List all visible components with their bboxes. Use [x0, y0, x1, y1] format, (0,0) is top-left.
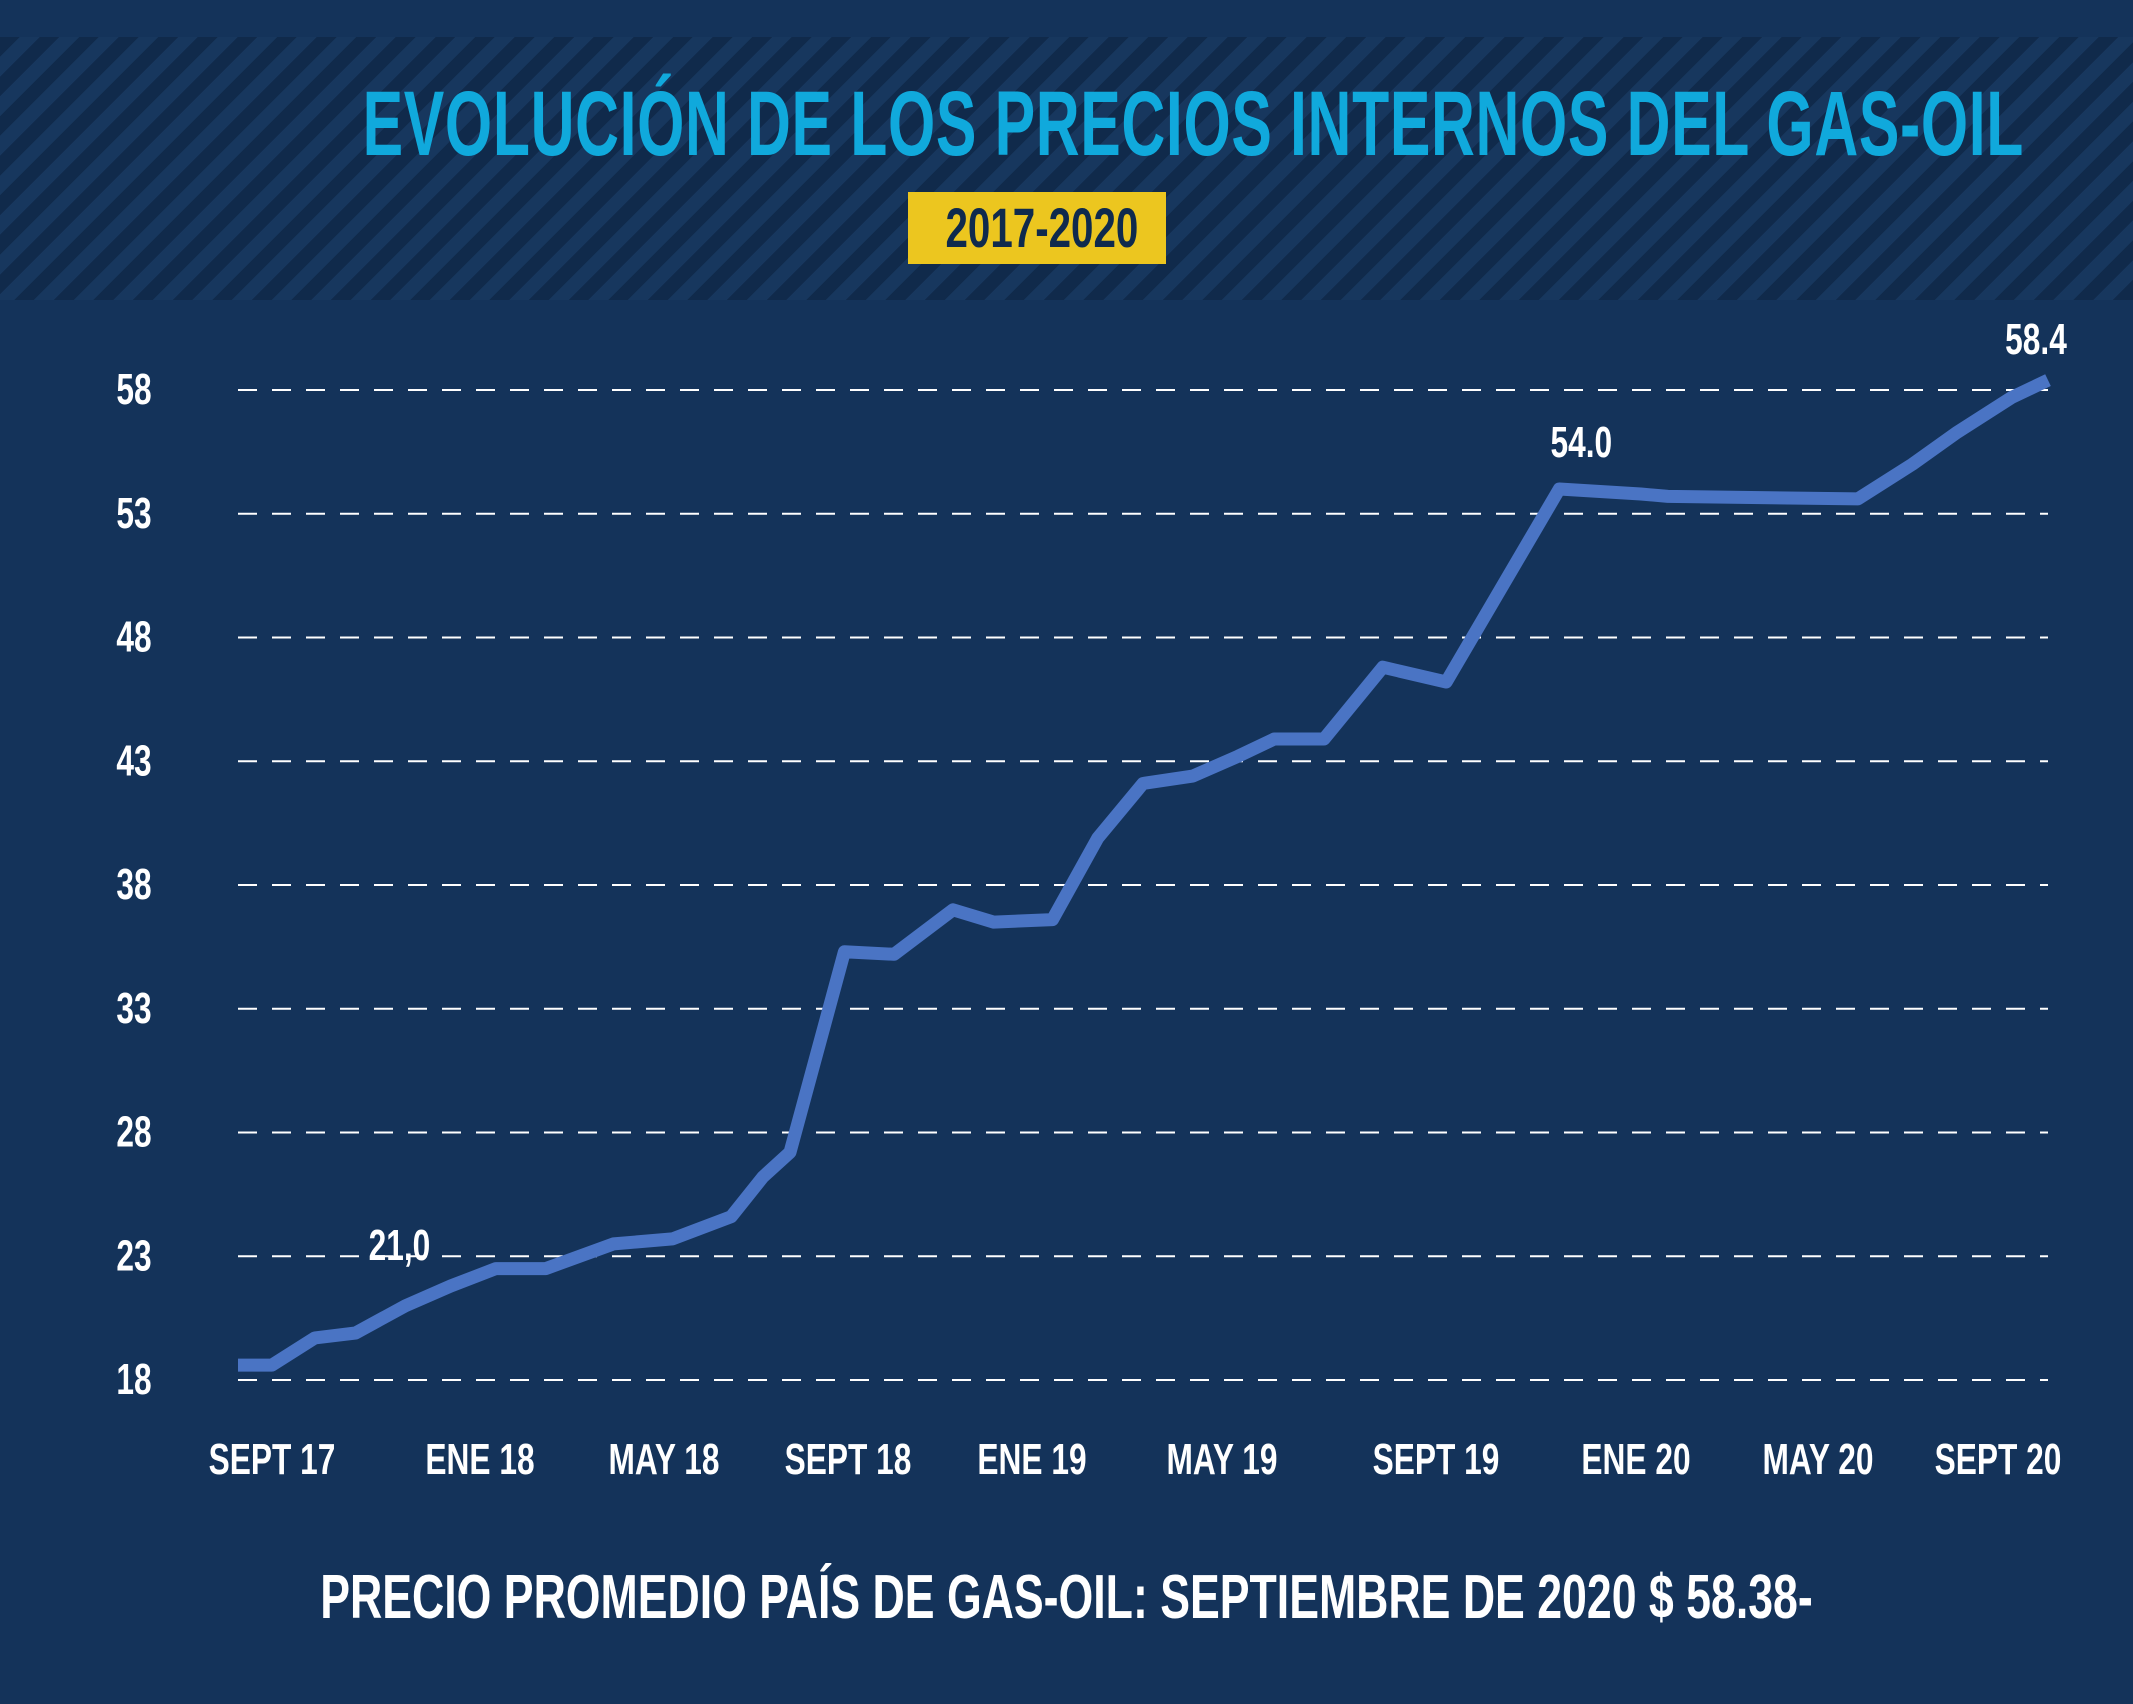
x-tick-label: SEPT 18 [785, 1435, 912, 1484]
x-tick-label: SEPT 19 [1373, 1435, 1500, 1484]
chart-subtitle-badge: 2017-2020 [908, 192, 1166, 264]
x-axis-tick-labels: SEPT 17 ENE 18 MAY 18 SEPT 18 ENE 19 MAY 19 SE… [209, 1435, 2062, 1484]
x-tick-label: SEPT 17 [209, 1435, 336, 1484]
data-label: 58.4 [2005, 315, 2067, 364]
y-tick-label: 28 [116, 1107, 151, 1156]
y-tick-label: 48 [116, 612, 151, 661]
y-tick-label: 53 [116, 489, 151, 538]
y-tick-label: 38 [116, 860, 151, 909]
y-tick-label: 43 [116, 736, 151, 785]
data-labels: 21,0 54.0 58.4 [369, 315, 2068, 1270]
series-line [238, 374, 2051, 1372]
y-tick-label: 23 [116, 1231, 151, 1280]
series-layer [238, 374, 2051, 1372]
x-tick-label: SEPT 20 [1935, 1435, 2062, 1484]
data-label: 21,0 [369, 1221, 431, 1270]
x-tick-label: MAY 18 [609, 1435, 720, 1484]
y-tick-label: 58 [116, 365, 151, 414]
x-tick-label: ENE 19 [977, 1435, 1086, 1484]
gridlines [238, 389, 2048, 1381]
y-tick-label: 18 [116, 1355, 151, 1404]
chart-subtitle: 2017-2020 [945, 196, 1139, 259]
footer-note: PRECIO PROMEDIO PAÍS DE GAS-OIL: SEPTIEM… [320, 1563, 1813, 1632]
y-tick-label: 33 [116, 984, 151, 1033]
data-label: 54.0 [1550, 418, 1612, 467]
x-tick-label: MAY 20 [1763, 1435, 1874, 1484]
x-tick-label: MAY 19 [1167, 1435, 1278, 1484]
y-axis-tick-labels: 58 53 48 43 38 33 28 23 18 [116, 365, 151, 1404]
x-tick-label: ENE 18 [425, 1435, 534, 1484]
chart-title: EVOLUCIÓN DE LOS PRECIOS INTERNOS DEL GA… [362, 73, 2025, 175]
x-tick-label: ENE 20 [1581, 1435, 1690, 1484]
